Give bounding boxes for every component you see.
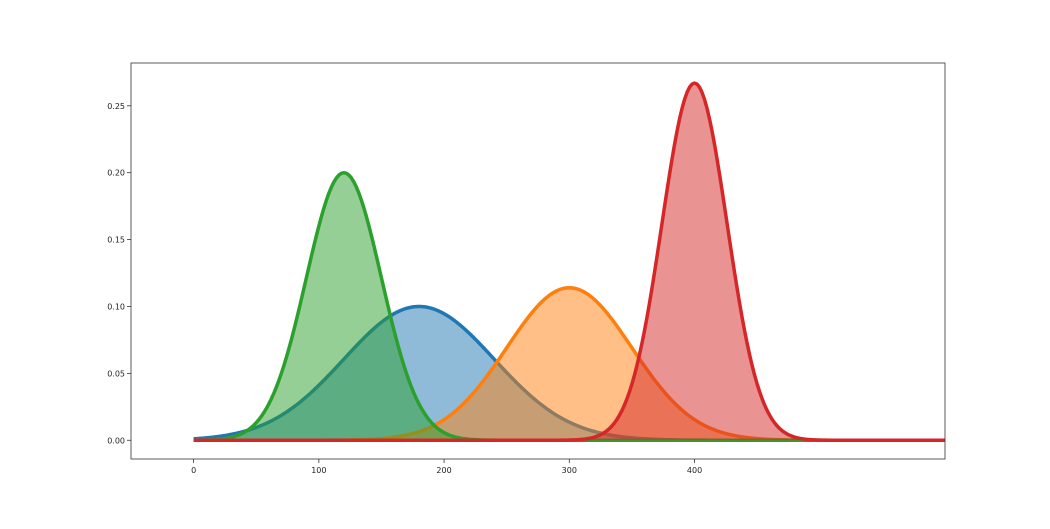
series-area-1 [193, 287, 945, 441]
plot-frame [130, 62, 946, 460]
series-line-3 [193, 81, 945, 443]
y-tick-label: 0.05 [107, 369, 125, 378]
x-tick-label: 0 [191, 466, 196, 475]
x-tick-label: 400 [687, 466, 702, 475]
series-area-2 [193, 172, 945, 441]
x-axis: 0 100 200 300 400 [191, 459, 702, 475]
y-axis: 0.00 0.05 0.10 0.15 0.20 0.25 [107, 102, 131, 445]
x-tick-label: 100 [311, 466, 326, 475]
y-tick-label: 0.00 [107, 436, 125, 445]
y-tick-label: 0.15 [107, 236, 125, 245]
y-tick-label: 0.20 [107, 169, 125, 178]
y-tick-label: 0.25 [107, 102, 125, 111]
x-tick-label: 200 [436, 466, 451, 475]
x-tick-label: 300 [562, 466, 577, 475]
y-tick-label: 0.10 [107, 302, 125, 311]
series-layer [193, 81, 945, 443]
